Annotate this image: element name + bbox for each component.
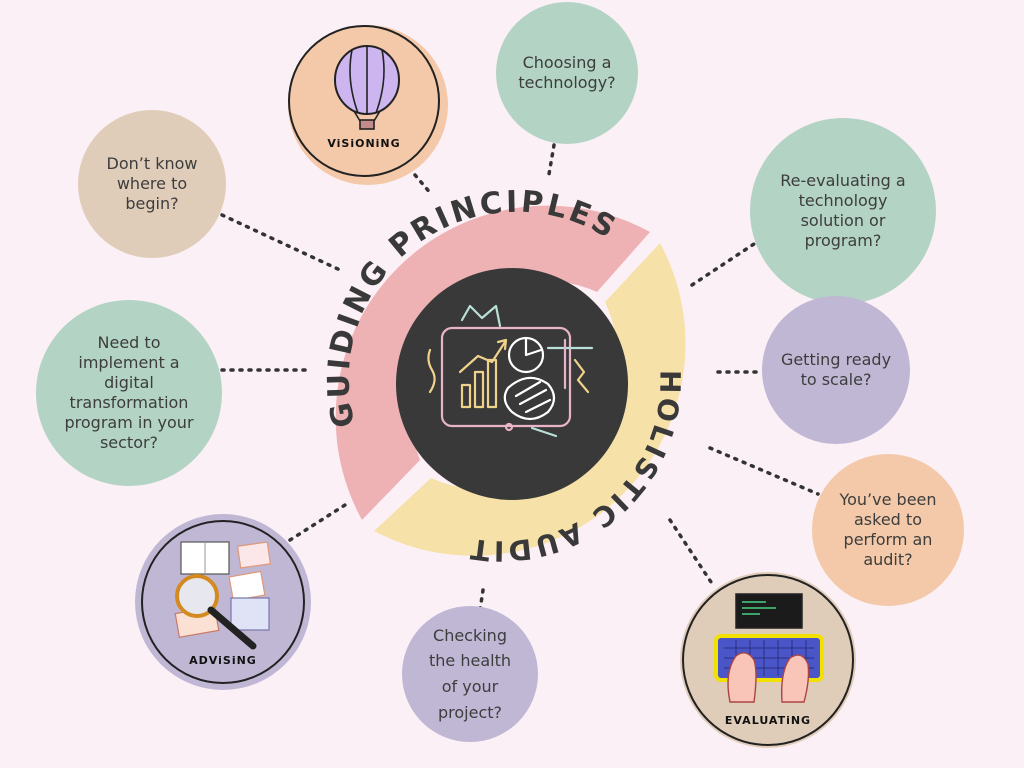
connector-choosing — [546, 143, 556, 182]
bubble-perform-an-audit: You’ve been asked to perform an audit? — [812, 454, 964, 606]
bubble-checking-project-health: Checking the health of your project? — [402, 606, 538, 742]
visioning-badge: ViSiONiNG — [288, 25, 448, 185]
bubble-text: Re-evaluating a technology solution or p… — [780, 171, 906, 250]
growth-chart-icon — [427, 304, 594, 438]
bubble-choosing-a-technology: Choosing a technology? — [496, 2, 638, 144]
keyboard-typing-icon — [714, 593, 824, 703]
evaluating-label: EVALUATiNG — [724, 714, 812, 727]
bubble-digital-transformation: Need to implement a digital transformati… — [36, 300, 222, 486]
bubble-text: Need to implement a digital transformati… — [64, 333, 194, 452]
connector-re-evaluating — [690, 238, 762, 287]
connector-dont-know — [220, 213, 342, 272]
bubble-dont-know-where-to-begin: Don’t know where to begin? — [78, 110, 226, 258]
hot-air-balloon-icon — [334, 45, 400, 130]
holistic-audits-band — [374, 243, 686, 556]
evaluating-badge: EVALUATiNG — [680, 572, 856, 748]
connector-evaluating — [668, 518, 715, 587]
connector-advising — [288, 503, 347, 542]
bubble-text: Getting ready to scale? — [780, 350, 892, 389]
magnifier-documents-icon — [174, 541, 272, 650]
bubble-text: You’ve been asked to perform an audit? — [839, 490, 937, 569]
advising-label: ADViSiNG — [189, 654, 257, 667]
bubble-re-evaluating: Re-evaluating a technology solution or p… — [750, 118, 936, 304]
bubble-text: Checking the health of your project? — [429, 625, 511, 722]
bubble-text: Choosing a technology? — [518, 53, 616, 92]
bubble-text: Don’t know where to begin? — [106, 154, 198, 213]
visioning-label: ViSiONiNG — [327, 137, 401, 150]
connector-audit — [708, 446, 820, 496]
advising-badge: ADViSiNG — [135, 514, 311, 690]
bubble-getting-ready-to-scale: Getting ready to scale? — [762, 296, 910, 444]
